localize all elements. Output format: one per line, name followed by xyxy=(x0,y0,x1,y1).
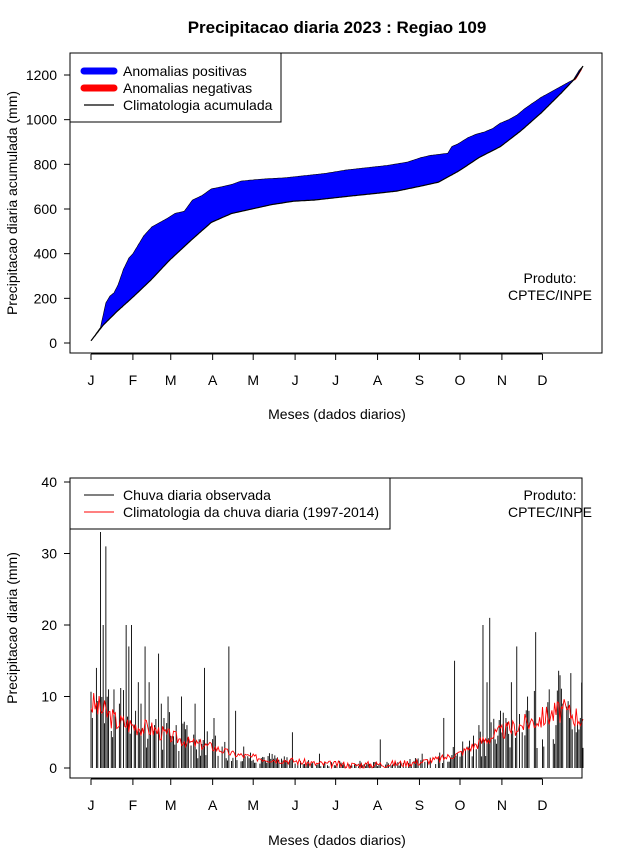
cumulative-panel: 0 200 400 600 800 1000 1200 J F M A M J J A S O N D Meses… xyxy=(4,52,603,422)
cumulative-x-tick-label: M xyxy=(247,372,259,388)
daily-x-tick-label: S xyxy=(415,797,424,813)
daily-y-tick-label: 40 xyxy=(41,474,57,490)
daily-x-tick-label: J xyxy=(292,797,299,813)
cumulative-areas xyxy=(90,65,584,342)
daily-legend-box xyxy=(69,477,391,530)
daily-y-label: Precipitacao diaria (mm) xyxy=(4,552,20,704)
cumulative-x-tick-label: D xyxy=(537,372,547,388)
figure-title: Precipitacao diaria 2023 : Regiao 109 xyxy=(188,18,487,37)
cumulative-producer-line2: CPTEC/INPE xyxy=(508,287,592,303)
daily-x-tick-label: F xyxy=(129,797,138,813)
cumulative-x-tick-label: S xyxy=(415,372,424,388)
climatology-cumulative-line xyxy=(90,65,584,342)
cumulative-x-tick-label: A xyxy=(373,372,383,388)
cumulative-x-label: Meses (dados diarios) xyxy=(268,406,406,422)
cumulative-x-tick-label: O xyxy=(455,372,466,388)
legend-daily-climatology-label: Climatologia da chuva diaria (1997-2014) xyxy=(123,504,379,520)
cumulative-y-tick-label: 200 xyxy=(34,290,58,306)
daily-producer-line2: CPTEC/INPE xyxy=(508,504,592,520)
cumulative-producer-line1: Produto: xyxy=(524,270,577,286)
daily-climatology-line xyxy=(90,692,584,770)
daily-climatology-line-group xyxy=(90,692,584,770)
daily-x-label: Meses (dados diarios) xyxy=(268,832,406,848)
cumulative-y-tick-label: 0 xyxy=(49,335,57,351)
cumulative-x-tick-label: J xyxy=(88,372,95,388)
daily-x-tick-label: N xyxy=(497,797,507,813)
daily-x-tick-label: M xyxy=(247,797,259,813)
cumulative-x-tick-label: J xyxy=(292,372,299,388)
daily-y-tick-label: 30 xyxy=(41,546,57,562)
cumulative-x-tick-label: M xyxy=(165,372,177,388)
cumulative-y-tick-label: 800 xyxy=(34,156,58,172)
daily-y-tick-label: 10 xyxy=(41,689,57,705)
cumulative-x-tick-label: N xyxy=(497,372,507,388)
daily-x-tick-label: M xyxy=(165,797,177,813)
daily-x-tick-label: O xyxy=(455,797,466,813)
legend-negative-label: Anomalias negativas xyxy=(123,80,252,96)
daily-x-tick-label: J xyxy=(332,797,339,813)
legend-observed-label: Chuva diaria observada xyxy=(123,487,271,503)
legend-climatology-label: Climatologia acumulada xyxy=(123,97,273,113)
daily-observed-bars xyxy=(90,532,584,768)
cumulative-x-tick-label: J xyxy=(332,372,339,388)
daily-x-tick-label: J xyxy=(88,797,95,813)
daily-panel: 0 10 20 30 40 J F M A M J J A S O N D Meses (dados diar… xyxy=(4,474,592,848)
cumulative-y-tick-label: 600 xyxy=(34,201,58,217)
daily-y-tick-label: 0 xyxy=(49,760,57,776)
cumulative-y-tick-label: 1200 xyxy=(26,67,57,83)
cumulative-y-tick-label: 1000 xyxy=(26,112,57,128)
cumulative-y-tick-label: 400 xyxy=(34,246,58,262)
daily-x-tick-label: A xyxy=(208,797,218,813)
daily-producer-line1: Produto: xyxy=(524,487,577,503)
cumulative-y-axis: 0 200 400 600 800 1000 1200 xyxy=(26,67,71,351)
legend-positive-label: Anomalias positivas xyxy=(123,63,247,79)
cumulative-x-tick-label: F xyxy=(129,372,138,388)
cumulative-legend: Anomalias positivas Anomalias negativas … xyxy=(69,52,282,123)
daily-y-axis: 0 10 20 30 40 xyxy=(41,474,71,776)
cumulative-y-label: Precipitacao diaria acumulada (mm) xyxy=(4,91,20,315)
daily-legend: Chuva diaria observada Climatologia da c… xyxy=(69,477,391,530)
daily-y-tick-label: 20 xyxy=(41,617,57,633)
cumulative-x-tick-label: A xyxy=(208,372,218,388)
daily-x-tick-label: D xyxy=(537,797,547,813)
observed-cumulative-line xyxy=(90,65,584,341)
daily-x-tick-label: A xyxy=(373,797,383,813)
